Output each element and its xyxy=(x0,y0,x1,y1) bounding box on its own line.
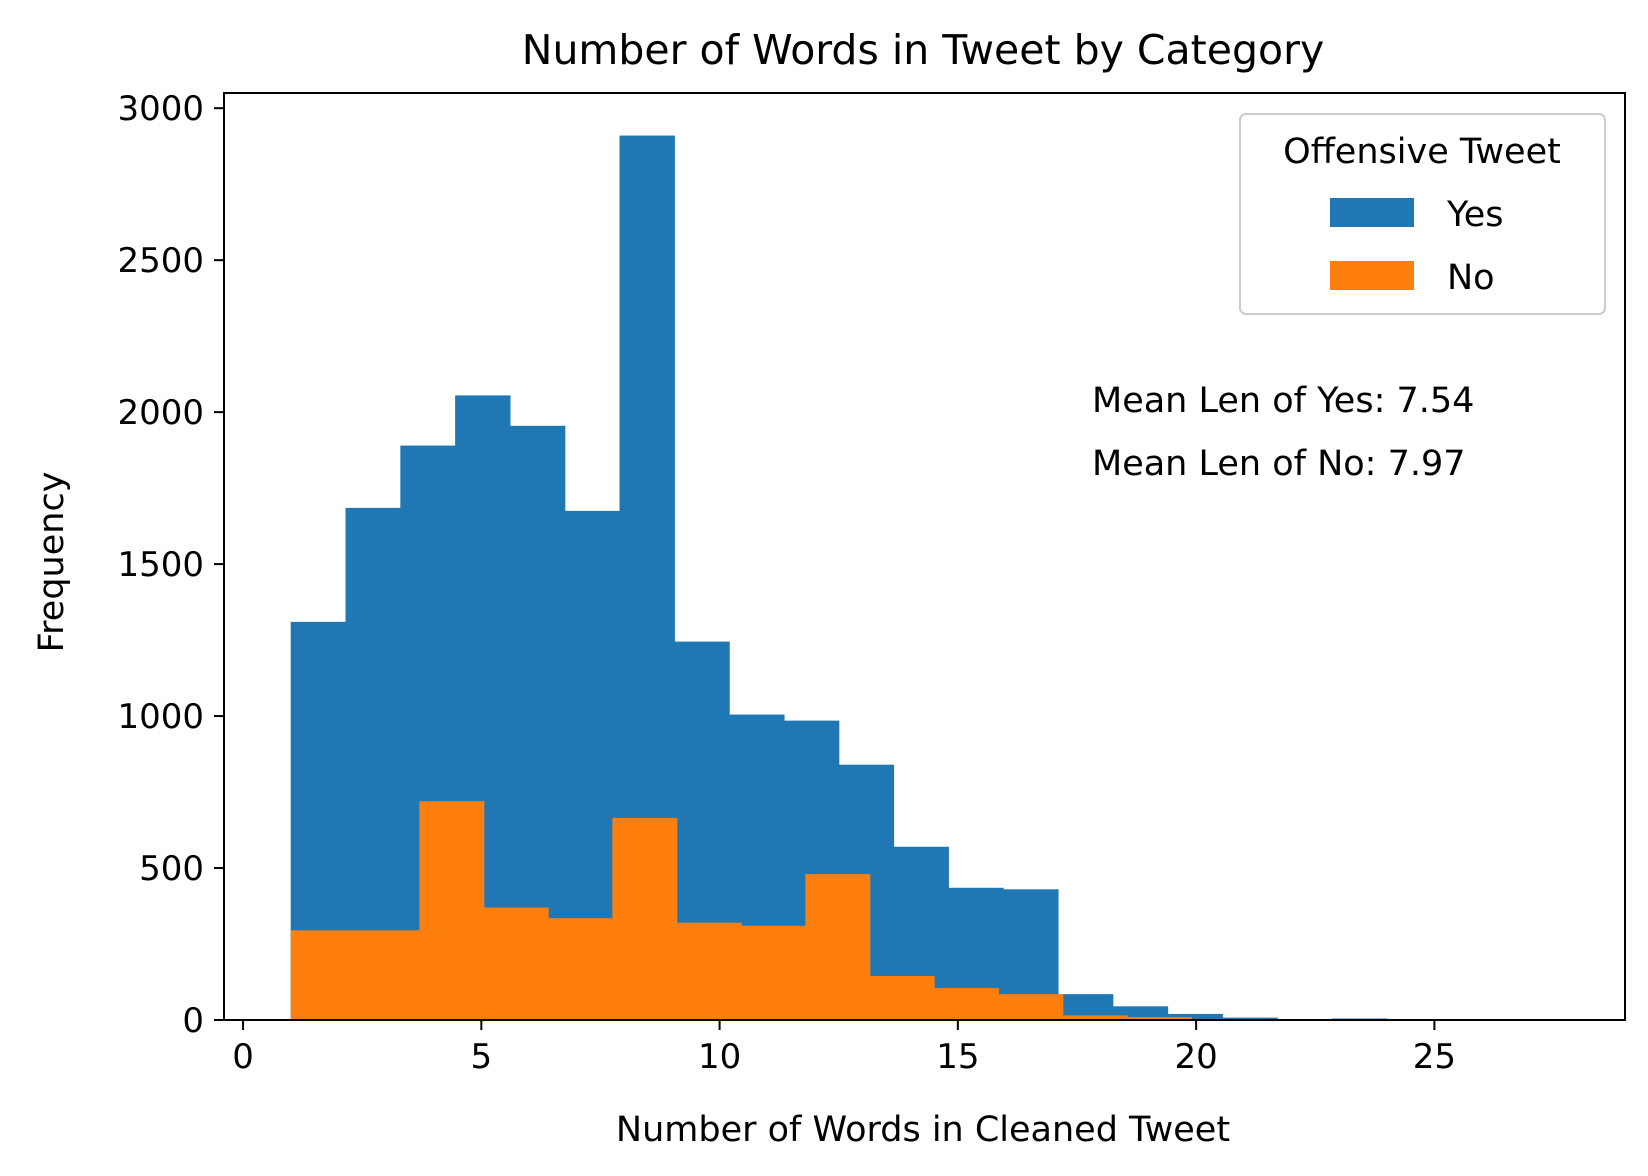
bar-no-10 xyxy=(934,988,999,1020)
y-tick-label: 1500 xyxy=(117,545,204,585)
chart-title: Number of Words in Tweet by Category xyxy=(522,26,1324,74)
y-tick-label: 3000 xyxy=(117,89,204,129)
x-axis-ticks: 0 5 10 15 20 25 xyxy=(232,1020,1456,1077)
legend-label-no: No xyxy=(1447,258,1495,298)
x-axis-label: Number of Words in Cleaned Tweet xyxy=(616,1110,1230,1150)
y-tick-label: 0 xyxy=(182,1001,204,1041)
x-tick-label: 25 xyxy=(1413,1037,1456,1077)
x-tick-label: 15 xyxy=(936,1037,979,1077)
annotation-mean-no: Mean Len of No: 7.97 xyxy=(1092,444,1466,484)
x-tick-label: 10 xyxy=(698,1037,741,1077)
legend-swatch-yes xyxy=(1330,198,1414,227)
y-tick-label: 2500 xyxy=(117,241,204,281)
bar-no-2 xyxy=(419,801,485,1020)
y-axis-ticks: 0 500 1000 1500 2000 2500 3000 xyxy=(117,89,224,1041)
y-tick-label: 1000 xyxy=(117,697,204,737)
x-tick-label: 0 xyxy=(232,1037,254,1077)
bar-yes-17 xyxy=(1222,1017,1278,1020)
bar-no-5 xyxy=(612,817,678,1020)
bar-no-1 xyxy=(355,930,420,1020)
series-no-bars xyxy=(290,801,1257,1020)
plot-area-frame xyxy=(223,92,1626,1021)
bar-no-7 xyxy=(741,925,806,1020)
bar-no-9 xyxy=(869,975,935,1020)
legend-swatch-no xyxy=(1330,261,1414,290)
bar-no-13 xyxy=(1127,1016,1192,1020)
legend: Offensive Tweet Yes No xyxy=(1239,113,1606,315)
legend-label-yes: Yes xyxy=(1446,195,1504,235)
bar-no-6 xyxy=(676,922,742,1020)
y-tick-label: 500 xyxy=(139,849,204,889)
bar-no-12 xyxy=(1062,1015,1128,1020)
y-tick-label: 2000 xyxy=(117,393,204,433)
bar-yes-16 xyxy=(1167,1013,1223,1020)
bar-no-0 xyxy=(290,930,356,1020)
x-tick-label: 5 xyxy=(471,1037,493,1077)
bar-no-11 xyxy=(998,994,1064,1020)
bar-no-8 xyxy=(805,874,871,1020)
legend-title: Offensive Tweet xyxy=(1283,132,1561,172)
bar-no-4 xyxy=(548,918,613,1020)
annotation-mean-yes: Mean Len of Yes: 7.54 xyxy=(1092,381,1474,421)
y-axis-label: Frequency xyxy=(32,472,72,653)
x-tick-label: 20 xyxy=(1174,1037,1217,1077)
bar-no-3 xyxy=(483,907,549,1020)
